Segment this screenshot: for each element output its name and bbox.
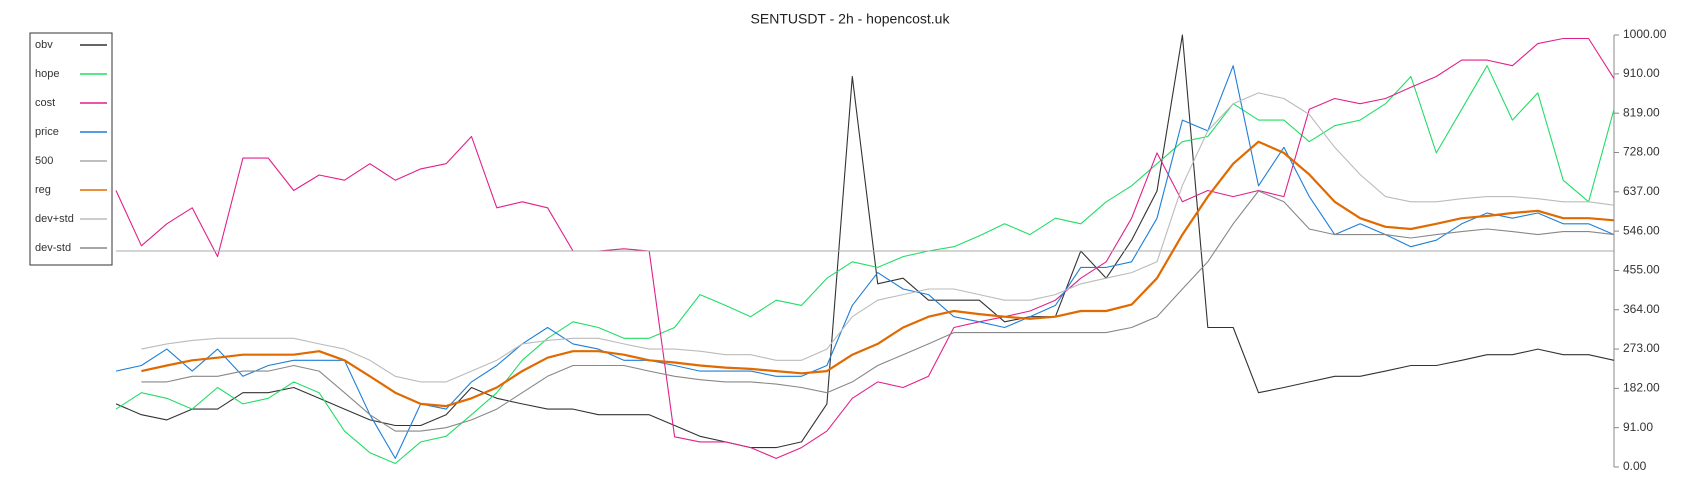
- y-tick-label: 1000.00: [1623, 27, 1667, 41]
- legend-label: cost: [35, 97, 55, 109]
- series-line: [115, 65, 1615, 465]
- y-tick-label: 455.00: [1623, 263, 1660, 277]
- legend-box: [29, 32, 113, 266]
- y-tick-label: 0.00: [1623, 459, 1647, 473]
- series-line: [115, 65, 1615, 459]
- chart-title: SENTUSDT - 2h - hopencost.uk: [751, 11, 951, 27]
- legend-label: dev+std: [35, 213, 74, 225]
- y-tick-label: 182.00: [1623, 381, 1660, 395]
- y-tick-label: 910.00: [1623, 66, 1660, 80]
- legend-label: 500: [35, 155, 53, 167]
- y-tick-label: 637.00: [1623, 184, 1660, 198]
- y-tick-label: 91.00: [1623, 420, 1653, 434]
- y-tick-label: 273.00: [1623, 341, 1660, 355]
- legend-label: hope: [35, 68, 59, 80]
- legend: obv hope cost price 500 reg dev+std dev-std: [29, 32, 113, 266]
- legend-label: dev-std: [35, 242, 71, 254]
- series-line: [141, 190, 1615, 432]
- series-line: [115, 34, 1615, 449]
- legend-label: obv: [35, 39, 53, 51]
- series-line: [141, 140, 1615, 408]
- series-line: [115, 37, 1615, 459]
- legend-label: reg: [35, 184, 51, 196]
- plot-area: 0.00 91.00 182.00 273.00 364.00 455.00 546.00 6…: [115, 27, 1667, 473]
- y-tick-label: 364.00: [1623, 302, 1660, 316]
- y-tick-label: 546.00: [1623, 223, 1660, 237]
- y-tick-label: 728.00: [1623, 145, 1660, 159]
- legend-label: price: [35, 126, 59, 138]
- series-line: [141, 92, 1615, 383]
- y-tick-label: 819.00: [1623, 105, 1660, 119]
